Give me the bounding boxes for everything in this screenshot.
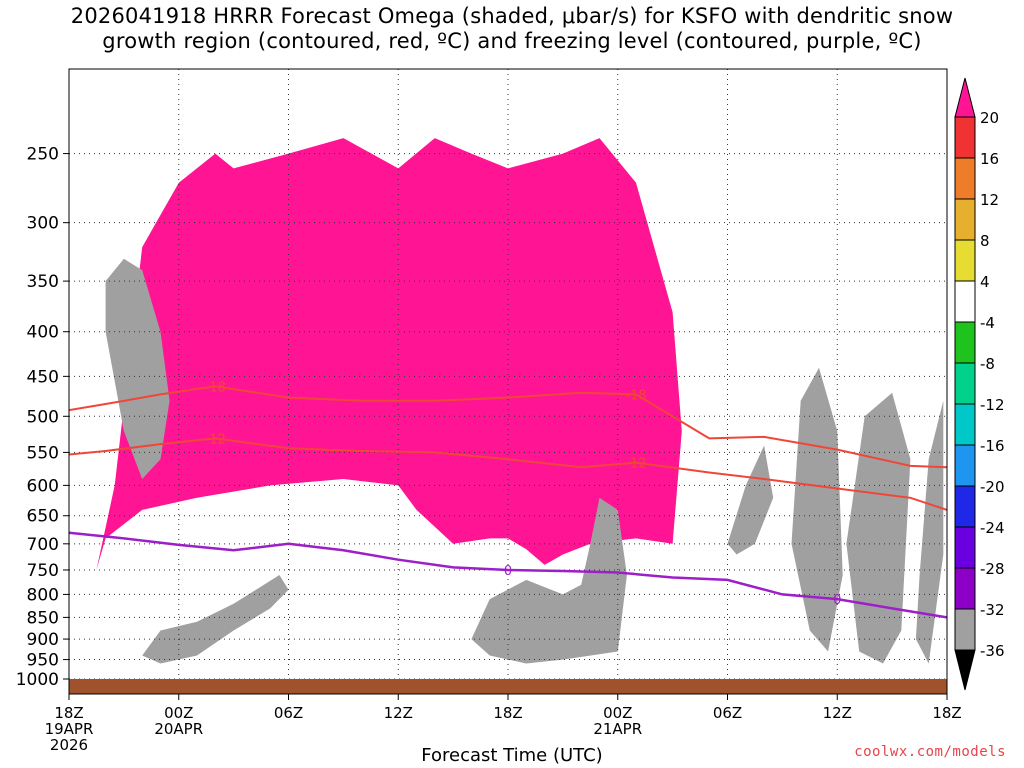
y-tick-label-850: 850: [27, 608, 59, 628]
dgz-isotherm-label-1b: -12: [625, 457, 646, 472]
y-tick-label-950: 950: [27, 651, 59, 671]
title-line-2: growth region (contoured, red, ºC) and f…: [102, 29, 922, 53]
x-tick-label-h30-1: 21APR: [593, 720, 642, 738]
y-tick-label-650: 650: [27, 507, 59, 527]
x-tick-label-h30-0: 00Z: [603, 704, 632, 722]
omega-region-3: [471, 497, 627, 664]
colorbar-label-13: -36: [980, 642, 1005, 660]
y-tick-label-450: 450: [27, 367, 59, 387]
colorbar-band-7: [954, 403, 976, 446]
colorbar-label-0: 20: [980, 109, 999, 127]
colorbar-band-9: [954, 485, 976, 528]
colorbar-label-9: -20: [980, 478, 1005, 496]
colorbar-label-2: 12: [980, 191, 999, 209]
colorbar-band-1: [954, 157, 976, 200]
y-tick-label-600: 600: [27, 476, 59, 496]
colorbar-band-11: [954, 567, 976, 610]
omega-region-5: [791, 367, 843, 652]
colorbar-label-8: -16: [980, 437, 1005, 455]
x-tick-label-h48-0: 18Z: [932, 704, 961, 722]
dgz-isotherm-0: [69, 385, 947, 469]
colorbar-top-triangle: [954, 77, 976, 118]
x-tick-label-h24-0: 18Z: [493, 704, 522, 722]
x-tick-label-h0-2: 2026: [50, 736, 88, 754]
colorbar-band-0: [954, 116, 976, 159]
y-tick-label-550: 550: [27, 443, 59, 463]
y-tick-label-350: 350: [27, 272, 59, 292]
dgz-isotherm-label-1: -12: [205, 432, 226, 447]
x-tick-label-h0-1: 19APR: [45, 720, 94, 738]
omega-region-2: [142, 575, 289, 664]
colorbar-label-7: -12: [980, 396, 1005, 414]
x-tick-label-h12-0: 06Z: [274, 704, 303, 722]
colorbar-bottom-triangle: [954, 649, 976, 691]
contour-lines: -18 -18 -12 -12 0 0: [69, 380, 947, 619]
colorbar-label-12: -32: [980, 601, 1005, 619]
y-tick-label-800: 800: [27, 585, 59, 605]
omega-region-6: [846, 392, 911, 664]
x-tick-label-h6-1: 20APR: [154, 720, 203, 738]
colorbar-band-12: [954, 608, 976, 651]
x-axis-label: Forecast Time (UTC): [421, 745, 603, 766]
colorbar-band-6: [954, 362, 976, 405]
freezing-level-label-b: 0: [833, 593, 841, 608]
freezing-level-line: [69, 531, 947, 619]
x-tick-label-h0-0: 18Z: [54, 704, 83, 722]
y-tick-label-300: 300: [27, 214, 59, 234]
y-tick-label-400: 400: [27, 323, 59, 343]
y-tick-label-1000: 1000: [16, 670, 59, 690]
dgz-isotherm-1: [69, 437, 947, 511]
x-tick-label-h6-0: 00Z: [164, 704, 193, 722]
colorbar-label-1: 16: [980, 150, 999, 168]
colorbar-band-10: [954, 526, 976, 569]
chart-title: 2026041918 HRRR Forecast Omega (shaded, …: [0, 4, 1024, 54]
colorbar-label-3: 8: [980, 232, 990, 250]
y-tick-label-750: 750: [27, 561, 59, 581]
y-tick-label-700: 700: [27, 535, 59, 555]
x-tick-label-h42-0: 12Z: [823, 704, 852, 722]
colorbar-band-2: [954, 198, 976, 241]
y-tick-label-900: 900: [27, 630, 59, 650]
dgz-isotherm-label-0: -18: [205, 380, 226, 395]
colorbar-label-10: -24: [980, 519, 1005, 537]
omega-region-4: [727, 445, 774, 555]
credit-link[interactable]: coolwx.com/models: [854, 744, 1006, 760]
colorbar-label-11: -28: [980, 560, 1005, 578]
omega-shaded-regions: [96, 138, 944, 664]
colorbar-label-5: -4: [980, 314, 995, 332]
freezing-level-label: 0: [504, 564, 512, 579]
colorbar-band-5: [954, 321, 976, 364]
colorbar: 20 16 12 8 4 -4 -8 -12 -16 -20 -24 -28 -32 -36: [954, 77, 1005, 691]
ground-strip: [69, 679, 947, 694]
dgz-isotherm-label-0b: -18: [625, 388, 646, 403]
x-tick-label-h36-0: 06Z: [713, 704, 742, 722]
title-line-1: 2026041918 HRRR Forecast Omega (shaded, …: [70, 4, 954, 28]
x-tick-label-h18-0: 12Z: [384, 704, 413, 722]
y-tick-label-500: 500: [27, 407, 59, 427]
colorbar-band-4: [954, 280, 976, 323]
colorbar-label-6: -8: [980, 355, 995, 373]
omega-region-1: [105, 258, 170, 479]
colorbar-band-3: [954, 239, 976, 282]
colorbar-label-4: 4: [980, 273, 990, 291]
colorbar-band-8: [954, 444, 976, 487]
y-axis-ticks: 2503003504004505005506006507007508008509…: [16, 145, 69, 690]
y-tick-label-250: 250: [27, 145, 59, 165]
